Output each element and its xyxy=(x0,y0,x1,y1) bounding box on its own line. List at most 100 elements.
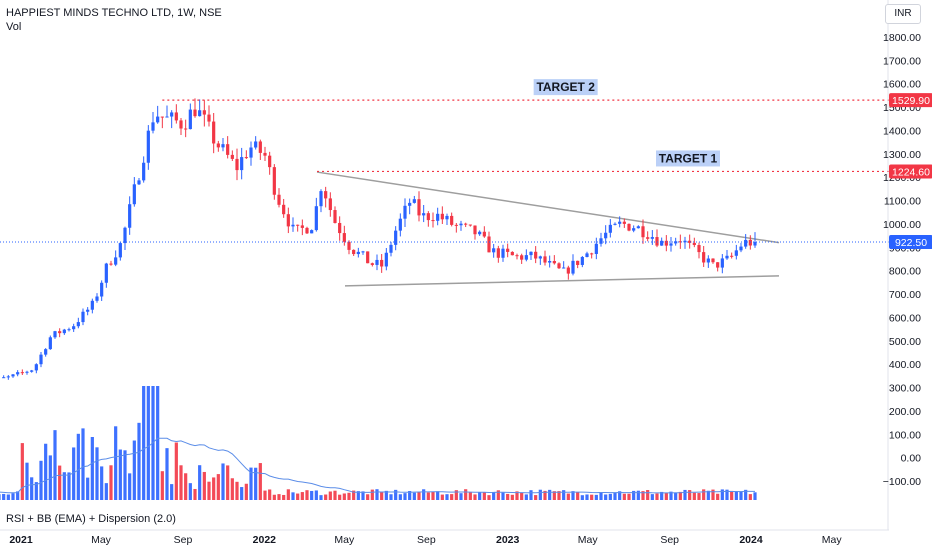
time-tick-label: May xyxy=(578,534,599,546)
candle-body xyxy=(482,231,486,237)
candle-body xyxy=(557,263,561,269)
candle-body xyxy=(268,155,272,168)
volume-legend[interactable]: Vol xyxy=(6,21,22,33)
triangle-trendlines xyxy=(316,171,780,287)
candle-body xyxy=(552,261,556,264)
volume-bar xyxy=(114,426,118,500)
candle-body xyxy=(375,259,379,265)
candle-body xyxy=(165,116,169,118)
candle-body xyxy=(744,239,748,247)
volume-bar xyxy=(478,492,482,500)
candle-body xyxy=(590,253,594,255)
candle-body xyxy=(660,240,664,246)
volume-bar xyxy=(408,491,412,500)
candle-body xyxy=(244,157,248,159)
candle-body xyxy=(720,258,724,268)
last-price-tag-box xyxy=(889,235,932,250)
price-tick-label: 0.00 xyxy=(901,453,922,465)
volume-bar xyxy=(599,492,603,500)
candle-body xyxy=(585,253,589,258)
volume-bar xyxy=(356,491,360,500)
price-tick-label: 1300.00 xyxy=(883,149,921,161)
candle-body xyxy=(160,116,164,118)
candle-body xyxy=(118,243,122,258)
target-2-label[interactable]: TARGET 2 xyxy=(536,80,595,94)
volume-bar xyxy=(515,491,519,500)
candle-body xyxy=(622,221,626,224)
candle-body xyxy=(100,282,104,297)
candle-body xyxy=(179,120,183,129)
candle-body xyxy=(34,364,38,371)
volume-bar xyxy=(697,493,701,500)
candle-body xyxy=(207,114,211,122)
candle-body xyxy=(739,246,743,251)
volume-bar xyxy=(706,490,710,500)
volume-bar xyxy=(328,491,332,500)
time-tick-label: May xyxy=(334,534,355,546)
volume-bar xyxy=(81,428,85,500)
symbol-title[interactable]: HAPPIEST MINDS TECHNO LTD, 1W, NSE xyxy=(6,7,222,19)
candle-body xyxy=(566,267,570,274)
candle-body xyxy=(436,213,440,221)
volume-bar xyxy=(473,494,477,500)
volume-bar xyxy=(669,491,673,500)
volume-bar xyxy=(403,493,407,500)
indicator-legend[interactable]: RSI + BB (EMA) + Dispersion (2.0) xyxy=(6,513,176,525)
candle-body xyxy=(62,329,66,334)
volume-bar xyxy=(342,493,346,500)
candle-body xyxy=(123,227,127,244)
candle-body xyxy=(16,372,20,375)
target-1-label-box[interactable] xyxy=(656,150,720,167)
volume-bar xyxy=(11,493,15,500)
volume-bar xyxy=(753,492,757,500)
candle-body xyxy=(39,354,43,365)
candle-body xyxy=(235,158,239,171)
price-tick-label: 1000.00 xyxy=(883,219,921,231)
volume-bar xyxy=(501,492,505,500)
price-axis[interactable]: 1800.001700.001600.001500.001400.001300.… xyxy=(883,0,932,530)
volume-bar xyxy=(641,491,645,500)
candle-body xyxy=(305,227,309,234)
candle-body xyxy=(445,215,449,220)
target-1-label[interactable]: TARGET 1 xyxy=(659,151,718,165)
candle-body xyxy=(104,263,108,283)
time-axis[interactable]: 2021 May Sep 2022 May Sep 2023 May Sep 2024 May xyxy=(0,529,889,546)
candle-body xyxy=(403,205,407,219)
volume-bar xyxy=(324,494,328,500)
volume-bar xyxy=(543,490,547,500)
volume-bar xyxy=(650,494,654,500)
candle-body xyxy=(142,162,146,181)
volume-bar xyxy=(716,493,720,500)
volume-ma-line xyxy=(0,437,755,494)
candle-body xyxy=(627,223,631,231)
candle-body xyxy=(333,210,337,223)
volume-bar xyxy=(613,493,617,500)
candle-body xyxy=(137,180,141,185)
candle-body xyxy=(688,240,692,243)
volume-bar xyxy=(580,495,584,500)
currency-button[interactable]: INR xyxy=(885,4,921,24)
volume-bar xyxy=(95,447,99,500)
candle-body xyxy=(636,226,640,229)
candle-body xyxy=(198,110,202,117)
target-2-label-box[interactable] xyxy=(533,79,598,96)
volume-bar xyxy=(562,490,566,500)
volume-bar xyxy=(622,493,626,500)
candle-body xyxy=(347,241,351,250)
volume-bar xyxy=(30,477,34,500)
candle-body xyxy=(608,224,612,233)
price-tick-label: 1400.00 xyxy=(883,125,921,137)
candle-body xyxy=(132,184,136,205)
volume-moving-average xyxy=(0,437,755,494)
candle-body xyxy=(538,256,542,259)
candle-body xyxy=(86,309,90,312)
volume-bar xyxy=(282,494,286,500)
candle-body xyxy=(151,122,155,131)
candle-body xyxy=(76,322,80,327)
candle-body xyxy=(692,242,696,246)
candle-body xyxy=(20,372,24,374)
candle-body xyxy=(664,240,668,246)
time-tick-label: May xyxy=(822,534,843,546)
